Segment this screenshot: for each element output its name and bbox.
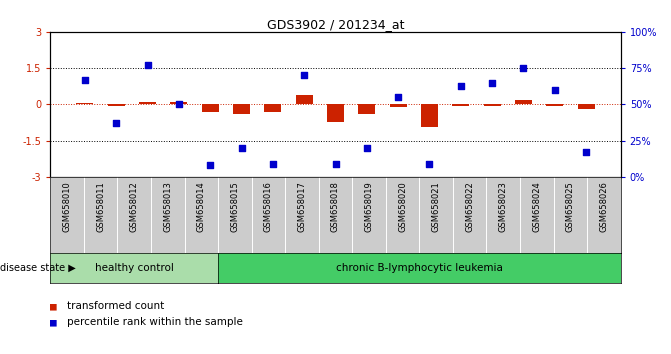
Bar: [170, 103, 187, 104]
Point: [518, 65, 529, 71]
Bar: [452, 104, 470, 105]
Text: chronic B-lymphocytic leukemia: chronic B-lymphocytic leukemia: [336, 263, 503, 273]
Title: GDS3902 / 201234_at: GDS3902 / 201234_at: [267, 18, 404, 31]
Text: GSM658016: GSM658016: [264, 181, 273, 232]
Bar: [546, 104, 564, 106]
Point: [362, 145, 372, 151]
Text: GSM658011: GSM658011: [96, 181, 105, 232]
Point: [111, 120, 121, 126]
Point: [456, 83, 466, 88]
Bar: [233, 104, 250, 114]
Point: [142, 62, 153, 68]
Point: [236, 145, 247, 151]
Bar: [201, 104, 219, 112]
Text: GSM658010: GSM658010: [62, 181, 72, 232]
Bar: [390, 104, 407, 107]
Point: [268, 161, 278, 167]
Text: GSM658012: GSM658012: [130, 181, 139, 232]
Bar: [578, 104, 595, 109]
Bar: [139, 102, 156, 104]
Bar: [421, 104, 438, 127]
Text: GSM658015: GSM658015: [230, 181, 240, 232]
Bar: [264, 104, 281, 112]
Text: GSM658026: GSM658026: [599, 181, 609, 232]
Point: [330, 161, 341, 167]
Text: GSM658018: GSM658018: [331, 181, 340, 232]
Text: GSM658013: GSM658013: [163, 181, 172, 232]
Bar: [358, 104, 376, 114]
Point: [424, 161, 435, 167]
Text: GSM658025: GSM658025: [566, 181, 575, 232]
Text: GSM658017: GSM658017: [297, 181, 307, 232]
Text: healthy control: healthy control: [95, 263, 174, 273]
Point: [393, 94, 403, 100]
Point: [581, 149, 592, 155]
Bar: [295, 95, 313, 104]
Text: GSM658023: GSM658023: [499, 181, 508, 232]
Bar: [515, 100, 532, 104]
Text: percentile rank within the sample: percentile rank within the sample: [67, 317, 243, 327]
Bar: [327, 104, 344, 122]
Text: GSM658020: GSM658020: [398, 181, 407, 232]
Text: GSM658022: GSM658022: [465, 181, 474, 232]
Text: GSM658024: GSM658024: [532, 181, 541, 232]
Point: [299, 73, 309, 78]
Text: transformed count: transformed count: [67, 301, 164, 311]
Text: ■: ■: [50, 317, 64, 327]
Text: GSM658019: GSM658019: [364, 181, 374, 232]
Text: disease state ▶: disease state ▶: [0, 263, 76, 273]
Text: GSM658021: GSM658021: [431, 181, 441, 232]
Point: [550, 87, 560, 93]
Point: [205, 162, 215, 168]
Text: ■: ■: [50, 301, 64, 311]
Point: [174, 102, 185, 107]
Point: [79, 77, 90, 82]
Point: [486, 80, 497, 85]
Text: GSM658014: GSM658014: [197, 181, 206, 232]
Bar: [107, 104, 125, 105]
Bar: [76, 103, 93, 104]
Bar: [484, 104, 501, 105]
